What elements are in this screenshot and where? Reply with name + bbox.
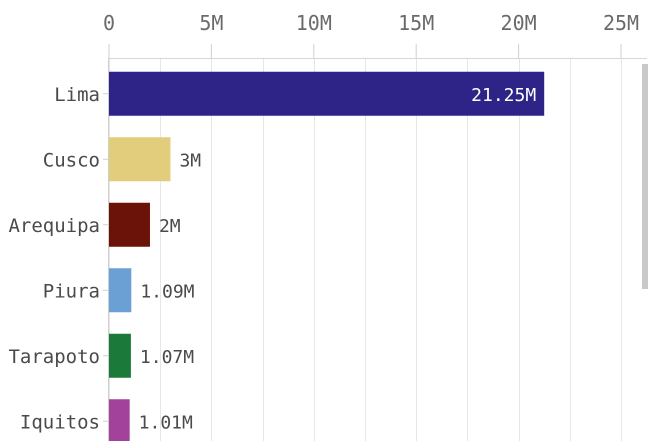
x-tick-label: 5M bbox=[199, 11, 223, 35]
data-label: 3M bbox=[179, 150, 201, 171]
x-tick-label: 0 bbox=[103, 11, 115, 35]
data-label: 1.09M bbox=[140, 281, 194, 302]
data-label: 1.07M bbox=[140, 347, 194, 368]
y-axis: Lima Cusco Arequipa Piura Tarapoto Iquitos bbox=[8, 58, 109, 441]
value-labels: 21.25M 3M 2M 1.09M 1.07M 1.01M bbox=[139, 85, 537, 434]
scrollbar[interactable] bbox=[642, 64, 648, 289]
bar-tarapoto bbox=[109, 333, 131, 378]
x-axis: 0 5M 10M 15M 20M 25M bbox=[103, 11, 647, 59]
x-tick-label: 20M bbox=[501, 11, 537, 35]
bar-cusco bbox=[109, 137, 171, 182]
category-label: Piura bbox=[43, 280, 100, 302]
bar-iquitos bbox=[109, 399, 130, 444]
x-tick-label: 25M bbox=[603, 11, 639, 35]
bar-arequipa bbox=[109, 202, 150, 247]
category-label: Iquitos bbox=[20, 411, 100, 433]
data-label: 21.25M bbox=[471, 85, 536, 106]
category-label: Lima bbox=[54, 84, 100, 106]
data-label: 2M bbox=[159, 216, 181, 237]
bars-layer bbox=[109, 71, 545, 444]
x-tick-label: 15M bbox=[398, 11, 434, 35]
data-label: 1.01M bbox=[139, 412, 193, 433]
category-label: Tarapoto bbox=[8, 346, 100, 368]
category-label: Arequipa bbox=[8, 215, 100, 237]
category-label: Cusco bbox=[43, 149, 100, 171]
x-tick-label: 10M bbox=[296, 11, 332, 35]
grid-layer bbox=[109, 58, 622, 441]
bar-lima bbox=[109, 71, 545, 116]
bar-piura bbox=[109, 268, 132, 313]
